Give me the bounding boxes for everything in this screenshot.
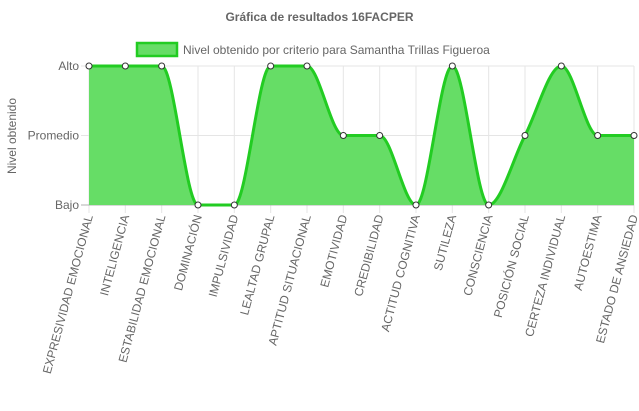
data-point[interactable]: [412, 201, 420, 209]
data-point[interactable]: [158, 62, 166, 70]
x-tick-label: POSICIÓN SOCIAL: [490, 213, 532, 320]
data-point[interactable]: [267, 62, 275, 70]
data-point[interactable]: [194, 201, 202, 209]
x-tick-labels: EXPRESIVIDAD EMOCIONAL INTELIGENCIAESTABI…: [40, 213, 639, 376]
data-point[interactable]: [630, 132, 638, 139]
x-tick-label: LEALTAD GRUPAL: [237, 213, 277, 317]
y-tick-label: Alto: [58, 59, 79, 73]
x-tick-label: CREDIBILIDAD: [351, 213, 386, 298]
data-point[interactable]: [521, 132, 529, 139]
series-line: [89, 64, 634, 207]
data-point[interactable]: [303, 62, 311, 70]
x-tick-label: IMPULSIVIDAD: [206, 213, 242, 299]
data-point[interactable]: [557, 62, 565, 70]
legend-swatch: [135, 41, 179, 58]
x-tick-label: INTELIGENCIA: [97, 213, 132, 297]
x-tick-label: EMOTIVIDAD: [317, 213, 350, 289]
y-tick-label: Promedio: [28, 129, 80, 143]
x-tick-label: AUTOESTIMA: [571, 213, 605, 292]
legend-label: Nivel obtenido por criterio para Samanth…: [183, 43, 490, 57]
y-axis-label: Nivel obtenido: [5, 98, 19, 174]
data-area: [89, 64, 634, 207]
x-tick-label: SUTILEZA: [431, 213, 459, 272]
x-tick-label: DOMINACIÓN: [170, 213, 205, 292]
x-tick-label: EXPRESIVIDAD EMOCIONAL: [40, 213, 96, 375]
x-tick-label: CONSCIENCIA: [460, 213, 495, 297]
data-point[interactable]: [448, 62, 456, 70]
x-tick-label: CERTEZA INDIVIDUAL: [522, 213, 568, 338]
data-point[interactable]: [121, 62, 129, 70]
y-tick-labels: Bajo Promedio Alto: [28, 59, 80, 212]
x-tick-label: ACTITUD COGNITIVA: [378, 213, 423, 333]
data-point[interactable]: [339, 132, 347, 139]
chart-title: Gráfica de resultados 16FACPER: [225, 10, 413, 24]
data-point[interactable]: [85, 62, 93, 70]
data-point[interactable]: [485, 201, 493, 209]
chart-legend[interactable]: Nivel obtenido por criterio para Samanth…: [135, 41, 490, 58]
data-point[interactable]: [230, 201, 238, 209]
data-point[interactable]: [594, 132, 602, 139]
y-tick-label: Bajo: [55, 198, 79, 212]
data-points: [85, 62, 638, 209]
data-point[interactable]: [376, 132, 384, 139]
